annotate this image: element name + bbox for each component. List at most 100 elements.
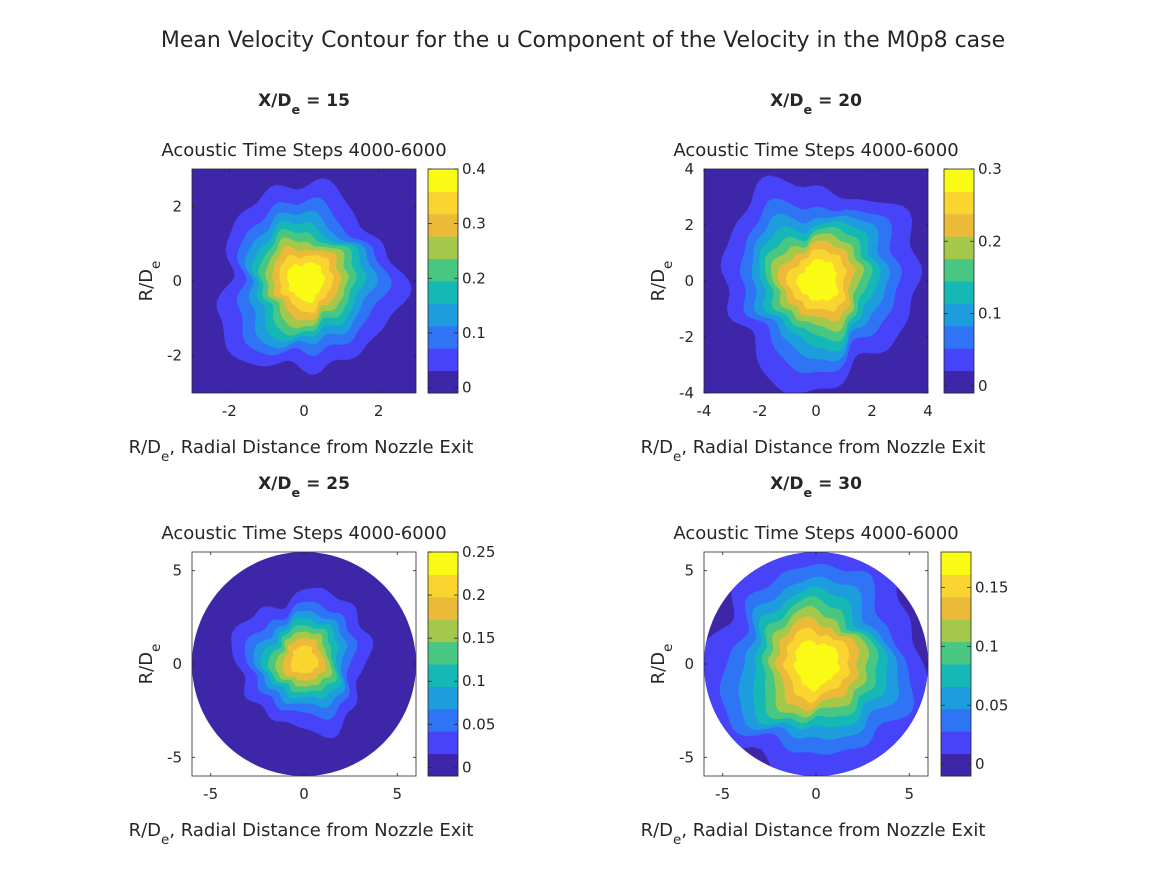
x-axis-label: R/De, Radial Distance from Nozzle Exit (641, 437, 986, 465)
panel-title: X/De = 15 (258, 91, 350, 118)
contour-field (192, 552, 416, 776)
colorbar-tick-label: 0.2 (978, 232, 1002, 250)
y-tick-label: 0 (172, 655, 182, 673)
colorbar-segment (944, 325, 974, 349)
panel-subtitle: Acoustic Time Steps 4000-6000 (673, 140, 958, 161)
colorbar-segment (428, 370, 458, 394)
colorbar-tick-label: 0.3 (978, 160, 1002, 178)
x-tick-label: 5 (905, 785, 915, 803)
x-tick-label: 0 (299, 785, 309, 803)
contour-level-9 (793, 640, 840, 692)
x-tick-label: 2 (867, 402, 877, 420)
colorbar-tick-label: 0.4 (462, 160, 486, 178)
colorbar-tick-label: 0.05 (975, 696, 1008, 714)
colorbar-segment (944, 213, 974, 237)
y-tick-label: 0 (684, 272, 694, 290)
y-tick-label: 2 (684, 216, 694, 234)
x-tick-label: -5 (715, 785, 730, 803)
colorbar-segment (428, 686, 458, 710)
x-axis-label: R/De, Radial Distance from Nozzle Exit (641, 820, 986, 848)
colorbar-segment (941, 664, 971, 687)
colorbar-segment (944, 191, 974, 215)
colorbar-segment (941, 686, 971, 710)
colorbar-box (943, 168, 975, 394)
y-axis-label: R/De (136, 644, 164, 685)
y-axis-label: R/De (648, 261, 676, 302)
colorbar-segment (941, 708, 971, 732)
panel-title: X/De = 30 (770, 474, 862, 501)
colorbar-tick-label: 0.25 (462, 543, 495, 561)
colorbar-segment (428, 325, 458, 349)
colorbar-segment (428, 191, 458, 215)
colorbar-box (940, 551, 972, 777)
colorbar-segment (941, 552, 971, 575)
colorbar-segment (944, 303, 974, 327)
y-tick-label: 2 (172, 197, 182, 215)
panels: -2 0 2 -2 0 2 X/De = 15 Acoustic Time Steps 400… (129, 91, 1009, 848)
y-tick-label: -2 (679, 328, 694, 346)
y-tick-label: -5 (679, 748, 694, 766)
contour-panel-3: -5 0 5 -5 0 5 X/De = 25 Acoustic Time Steps 400… (129, 474, 496, 848)
figure-title: Mean Velocity Contour for the u Componen… (161, 28, 1005, 53)
y-tick-label: 0 (684, 655, 694, 673)
y-tick-label: 5 (684, 562, 694, 580)
colorbar-tick-label: 0 (978, 377, 988, 395)
colorbar-segment (428, 619, 458, 643)
contour-panel-1: -2 0 2 -2 0 2 X/De = 15 Acoustic Time Steps 400… (129, 91, 486, 465)
y-tick-label: 5 (172, 562, 182, 580)
colorbar-segment (941, 619, 971, 643)
x-tick-label: -2 (753, 402, 768, 420)
colorbar-segment (941, 731, 971, 755)
colorbar-segment (944, 281, 974, 304)
colorbar-segment (428, 169, 458, 192)
panel-subtitle: Acoustic Time Steps 4000-6000 (673, 523, 958, 544)
colorbar-segment (944, 370, 974, 394)
x-tick-label: 0 (299, 402, 309, 420)
y-tick-label: -4 (679, 384, 694, 402)
x-tick-label: -5 (203, 785, 218, 803)
colorbar-tick-label: 0.1 (978, 305, 1002, 323)
colorbar-segment (428, 236, 458, 260)
colorbar-segment (944, 236, 974, 260)
colorbar-box (427, 551, 459, 777)
colorbar-segment (428, 753, 458, 777)
panel-title: X/De = 25 (258, 474, 350, 501)
y-axis-label: R/De (136, 261, 164, 302)
colorbar-tick-label: 0.1 (975, 637, 999, 655)
y-tick-label: 0 (172, 272, 182, 290)
colorbar-tick-label: 0.15 (462, 629, 495, 647)
colorbar: 0 0.05 0.1 0.15 (940, 551, 1008, 777)
colorbar-segment (944, 169, 974, 192)
y-tick-label: 4 (684, 160, 694, 178)
colorbar-tick-label: 0.05 (462, 715, 495, 733)
contour-field (704, 552, 928, 776)
colorbar-segment (428, 258, 458, 282)
x-tick-label: 0 (811, 402, 821, 420)
colorbar-segment (941, 641, 971, 665)
colorbar: 0 0.1 0.2 0.3 (943, 160, 1002, 395)
panel-subtitle: Acoustic Time Steps 4000-6000 (161, 523, 446, 544)
y-tick-label: -2 (167, 347, 182, 365)
colorbar-segment (428, 213, 458, 237)
colorbar-segment (428, 552, 458, 575)
colorbar-segment (428, 574, 458, 598)
colorbar-segment (428, 664, 458, 687)
x-tick-label: -2 (222, 402, 237, 420)
colorbar-tick-label: 0.2 (462, 586, 486, 604)
contour-panel-4: -5 0 5 -5 0 5 X/De = 30 Acoustic Time Steps 400… (641, 474, 1009, 848)
colorbar-tick-label: 0.3 (462, 215, 486, 233)
x-tick-label: -4 (697, 402, 712, 420)
x-axis-label: R/De, Radial Distance from Nozzle Exit (129, 437, 474, 465)
contour-field (192, 169, 416, 393)
contour-field (704, 169, 928, 393)
panel-title: X/De = 20 (770, 91, 862, 118)
contour-level-8 (290, 645, 319, 674)
colorbar-segment (941, 596, 971, 620)
colorbar-tick-label: 0.15 (975, 578, 1008, 596)
colorbar-tick-label: 0 (462, 379, 472, 397)
colorbar-segment (944, 348, 974, 372)
contour-level-9 (796, 259, 839, 301)
colorbar: 0 0.1 0.2 0.3 0.4 (427, 160, 486, 397)
colorbar-segment (941, 753, 971, 777)
colorbar-tick-label: 0.1 (462, 324, 486, 342)
